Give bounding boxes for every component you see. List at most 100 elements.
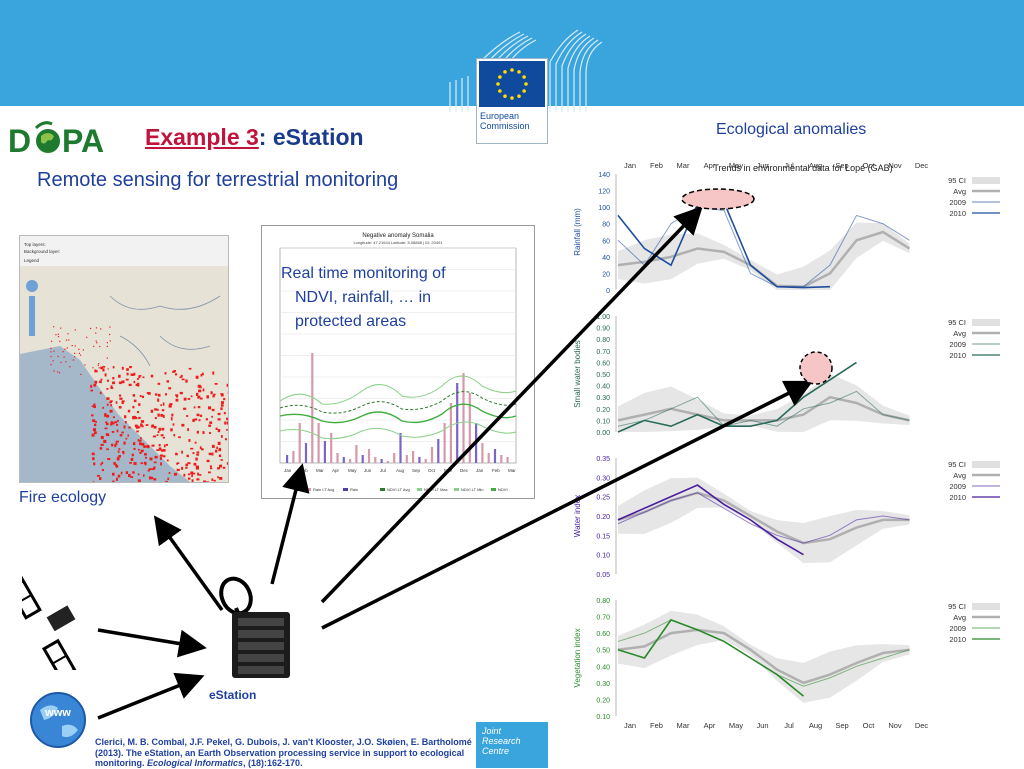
fire-dot xyxy=(153,478,156,480)
fire-dot xyxy=(138,479,141,482)
fire-dot xyxy=(133,394,135,397)
fire-dot xyxy=(188,473,190,475)
fire-dot xyxy=(226,418,228,420)
fire-dot xyxy=(226,421,228,424)
fire-dot xyxy=(144,453,147,455)
fire-dot xyxy=(169,472,171,474)
fire-dot xyxy=(206,481,209,482)
eco-legend-swatch xyxy=(972,603,1000,610)
fire-dot xyxy=(220,407,222,410)
fire-dot xyxy=(155,456,158,459)
ndvi-month-label: Jul xyxy=(380,468,386,473)
eco-tick-label: 0.20 xyxy=(596,514,610,521)
eco-tick-label: 0.60 xyxy=(596,360,610,367)
fire-ecology-map: Top layers: Background layer: Legend xyxy=(19,235,229,483)
eco-month-bottom: Jul xyxy=(784,721,794,730)
fire-dot xyxy=(202,373,204,376)
ndvi-rain-bar xyxy=(412,451,414,463)
eco-tick-label: 0.10 xyxy=(596,418,610,425)
ndvi-month-label: Jan xyxy=(476,468,484,473)
fire-dot xyxy=(113,416,115,418)
fire-dot xyxy=(107,357,108,358)
fire-dot xyxy=(96,327,97,328)
fire-dot xyxy=(122,401,124,404)
fire-dot xyxy=(110,424,112,426)
fire-dot xyxy=(126,368,129,371)
fire-dot xyxy=(177,469,180,471)
ndvi-rain-bar xyxy=(299,423,301,463)
eco-tick-label: 120 xyxy=(598,189,610,196)
fire-dot xyxy=(128,474,131,477)
fire-dot xyxy=(194,463,197,466)
fire-dot xyxy=(140,375,142,377)
fire-dot xyxy=(162,409,164,411)
ndvi-rain-bar xyxy=(330,433,332,463)
ndvi-rain-bar xyxy=(494,449,496,463)
ndvi-month-label: Mar xyxy=(316,468,324,473)
fire-dot xyxy=(197,414,200,416)
fire-dot xyxy=(130,476,133,478)
jrc-line2: Research xyxy=(482,736,521,746)
fire-dot xyxy=(106,448,109,450)
fire-dot xyxy=(97,475,100,477)
fire-dot xyxy=(106,423,109,425)
fire-dot xyxy=(64,349,65,350)
citation: Clerici, M. B. Combal, J.F. Pekel, G. Du… xyxy=(95,737,475,769)
fire-dot xyxy=(170,428,172,431)
eco-legend-label: 95 CI xyxy=(948,460,966,469)
fire-dot xyxy=(132,471,135,473)
fire-dot xyxy=(140,423,143,426)
fire-dot xyxy=(163,455,166,457)
fire-dot xyxy=(198,390,201,393)
fire-map-graphic: Top layers: Background layer: Legend xyxy=(20,236,228,482)
eco-legend-label: 2010 xyxy=(949,351,966,360)
fire-dot xyxy=(208,471,211,473)
jrc-logo: Joint Research Centre xyxy=(476,722,548,768)
ndvi-month-label: Jan xyxy=(284,468,292,473)
fire-dot xyxy=(50,351,51,352)
fire-dot xyxy=(90,390,93,392)
fire-dot xyxy=(151,477,153,479)
ndvi-rain-bar xyxy=(425,459,427,463)
eco-tick-label: 0.25 xyxy=(596,495,610,502)
fire-dot xyxy=(103,440,106,443)
ec-name-text: European Commission xyxy=(480,111,544,131)
eco-tick-label: 140 xyxy=(598,172,610,179)
fire-dot xyxy=(69,366,70,367)
fire-dot xyxy=(188,439,190,442)
eu-star-icon xyxy=(517,94,521,98)
fire-dot xyxy=(192,419,194,422)
fire-dot xyxy=(93,404,95,406)
fire-dot xyxy=(198,406,201,408)
fire-dot xyxy=(211,392,213,394)
eu-star-icon xyxy=(498,75,502,79)
eco-month-top: May xyxy=(729,161,743,170)
fire-dot xyxy=(75,345,76,346)
fire-dot xyxy=(114,444,116,447)
fire-dot xyxy=(73,359,74,360)
fire-dot xyxy=(215,383,218,385)
fire-dot xyxy=(200,398,203,400)
fire-dot xyxy=(136,431,139,433)
fire-dot xyxy=(154,466,156,468)
eco-month-bottom: Mar xyxy=(677,721,690,730)
fire-dot xyxy=(221,401,224,404)
fire-dot xyxy=(80,374,81,375)
eco-legend-label: 95 CI xyxy=(948,602,966,611)
eco-legend-label: Avg xyxy=(953,471,966,480)
ndvi-rain-bar xyxy=(318,423,320,463)
eu-star-icon xyxy=(510,96,514,100)
fire-dot xyxy=(219,448,221,451)
eco-legend-label: 2009 xyxy=(949,482,966,491)
fire-dot xyxy=(117,430,119,433)
eco-panel: 0.800.700.600.500.400.300.200.10Vegetati… xyxy=(573,598,1000,721)
fire-dot xyxy=(196,454,199,456)
fire-dot xyxy=(99,477,101,480)
fire-dot xyxy=(128,427,131,429)
fire-dot xyxy=(136,426,139,429)
fire-dot xyxy=(106,397,109,400)
fire-dot xyxy=(124,415,126,418)
eco-legend-swatch xyxy=(972,461,1000,468)
fire-dot xyxy=(67,333,68,334)
eco-panel: 1.000.900.800.700.600.500.400.300.200.10… xyxy=(573,314,1000,437)
